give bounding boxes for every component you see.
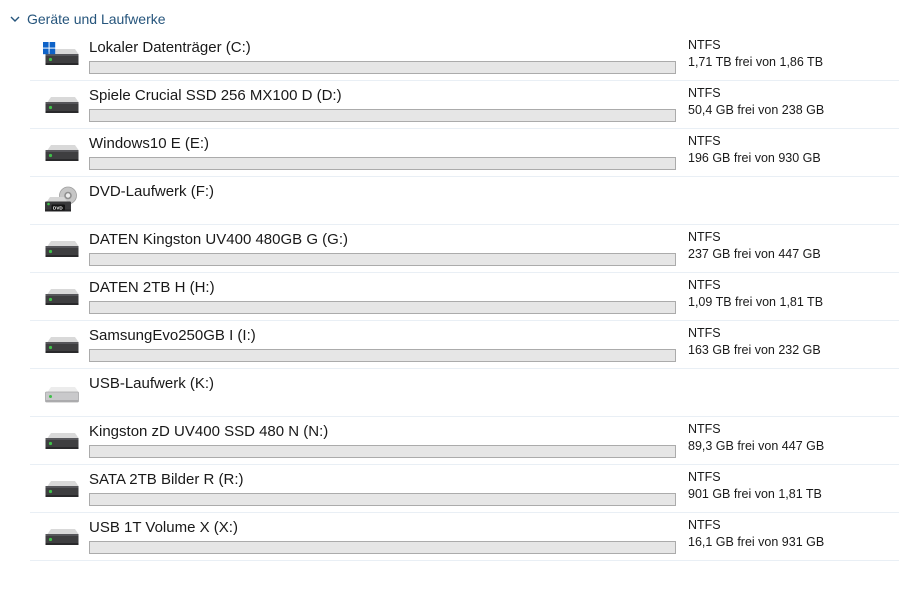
drive-list: Lokaler Datenträger (C:) NTFS 1,71 TB fr…	[0, 33, 899, 561]
drive-name: USB 1T Volume X (X:)	[89, 519, 238, 536]
hard-drive-icon	[42, 426, 80, 456]
drive-info: NTFS 50,4 GB frei von 238 GB	[688, 86, 898, 118]
usb-removable-drive-icon	[42, 378, 80, 408]
drive-info: NTFS 163 GB frei von 232 GB	[688, 326, 898, 358]
capacity-bar	[89, 445, 676, 458]
drive-tile[interactable]: Lokaler Datenträger (C:) NTFS 1,71 TB fr…	[30, 33, 899, 81]
svg-text:DVD: DVD	[53, 205, 63, 210]
filesystem-label: NTFS	[688, 422, 721, 436]
drive-info: NTFS 237 GB frei von 447 GB	[688, 230, 898, 262]
capacity-bar	[89, 253, 676, 266]
free-space-label: 163 GB frei von 232 GB	[688, 343, 821, 357]
capacity-bar	[89, 109, 676, 122]
drive-tile[interactable]: SamsungEvo250GB I (I:) NTFS 163 GB frei …	[30, 321, 899, 369]
chevron-down-icon[interactable]	[8, 12, 22, 26]
drive-tile[interactable]: Windows10 E (E:) NTFS 196 GB frei von 93…	[30, 129, 899, 177]
capacity-bar	[89, 61, 676, 74]
filesystem-label: NTFS	[688, 86, 721, 100]
free-space-label: 16,1 GB frei von 931 GB	[688, 535, 825, 549]
capacity-bar	[89, 157, 676, 170]
drive-info: NTFS 16,1 GB frei von 931 GB	[688, 518, 898, 550]
hard-drive-icon	[42, 234, 80, 264]
capacity-bar	[89, 493, 676, 506]
free-space-label: 901 GB frei von 1,81 TB	[688, 487, 822, 501]
drive-tile[interactable]: USB 1T Volume X (X:) NTFS 16,1 GB frei v…	[30, 513, 899, 561]
drive-info: NTFS 1,09 TB frei von 1,81 TB	[688, 278, 898, 310]
capacity-bar	[89, 349, 676, 362]
hard-drive-icon	[42, 474, 80, 504]
drive-tile[interactable]: Spiele Crucial SSD 256 MX100 D (D:) NTFS…	[30, 81, 899, 129]
drive-name: DVD-Laufwerk (F:)	[89, 183, 215, 200]
drive-tile[interactable]: Kingston zD UV400 SSD 480 N (N:) NTFS 89…	[30, 417, 899, 465]
drive-name: SamsungEvo250GB I (I:)	[89, 327, 256, 344]
free-space-label: 1,71 TB frei von 1,86 TB	[688, 55, 824, 69]
drive-tile[interactable]: SATA 2TB Bilder R (R:) NTFS 901 GB frei …	[30, 465, 899, 513]
dvd-drive-icon: DVD	[42, 186, 80, 216]
hard-drive-icon	[42, 138, 80, 168]
filesystem-label: NTFS	[688, 518, 721, 532]
hard-drive-icon	[42, 330, 80, 360]
hard-drive-icon	[42, 522, 80, 552]
free-space-label: 89,3 GB frei von 447 GB	[688, 439, 825, 453]
drive-info: NTFS 196 GB frei von 930 GB	[688, 134, 898, 166]
filesystem-label: NTFS	[688, 134, 721, 148]
drive-name: Spiele Crucial SSD 256 MX100 D (D:)	[89, 87, 342, 104]
free-space-label: 237 GB frei von 447 GB	[688, 247, 821, 261]
capacity-bar	[89, 301, 676, 314]
filesystem-label: NTFS	[688, 326, 721, 340]
free-space-label: 50,4 GB frei von 238 GB	[688, 103, 825, 117]
drive-name: DATEN Kingston UV400 480GB G (G:)	[89, 231, 348, 248]
capacity-bar	[89, 541, 676, 554]
hard-drive-icon	[42, 90, 80, 120]
drive-name: Windows10 E (E:)	[89, 135, 210, 152]
drive-name: DATEN 2TB H (H:)	[89, 279, 215, 296]
free-space-label: 1,09 TB frei von 1,81 TB	[688, 295, 824, 309]
filesystem-label: NTFS	[688, 278, 721, 292]
drive-name: USB-Laufwerk (K:)	[89, 375, 215, 392]
filesystem-label: NTFS	[688, 230, 721, 244]
drive-tile[interactable]: DVD DVD-Laufwerk (F:)	[30, 177, 899, 225]
group-header-devices-and-drives[interactable]: Geräte und Laufwerke	[8, 9, 899, 29]
hard-drive-icon	[42, 282, 80, 312]
group-header-label: Geräte und Laufwerke	[27, 11, 166, 27]
drive-tile[interactable]: USB-Laufwerk (K:)	[30, 369, 899, 417]
system-drive-windows-icon	[42, 42, 80, 72]
drive-name: SATA 2TB Bilder R (R:)	[89, 471, 244, 488]
drive-name: Lokaler Datenträger (C:)	[89, 39, 251, 56]
filesystem-label: NTFS	[688, 38, 721, 52]
free-space-label: 196 GB frei von 930 GB	[688, 151, 821, 165]
drive-tile[interactable]: DATEN Kingston UV400 480GB G (G:) NTFS 2…	[30, 225, 899, 273]
drive-info: NTFS 1,71 TB frei von 1,86 TB	[688, 38, 898, 70]
drive-name: Kingston zD UV400 SSD 480 N (N:)	[89, 423, 329, 440]
drive-tile[interactable]: DATEN 2TB H (H:) NTFS 1,09 TB frei von 1…	[30, 273, 899, 321]
drive-info: NTFS 901 GB frei von 1,81 TB	[688, 470, 898, 502]
filesystem-label: NTFS	[688, 470, 721, 484]
drive-info: NTFS 89,3 GB frei von 447 GB	[688, 422, 898, 454]
